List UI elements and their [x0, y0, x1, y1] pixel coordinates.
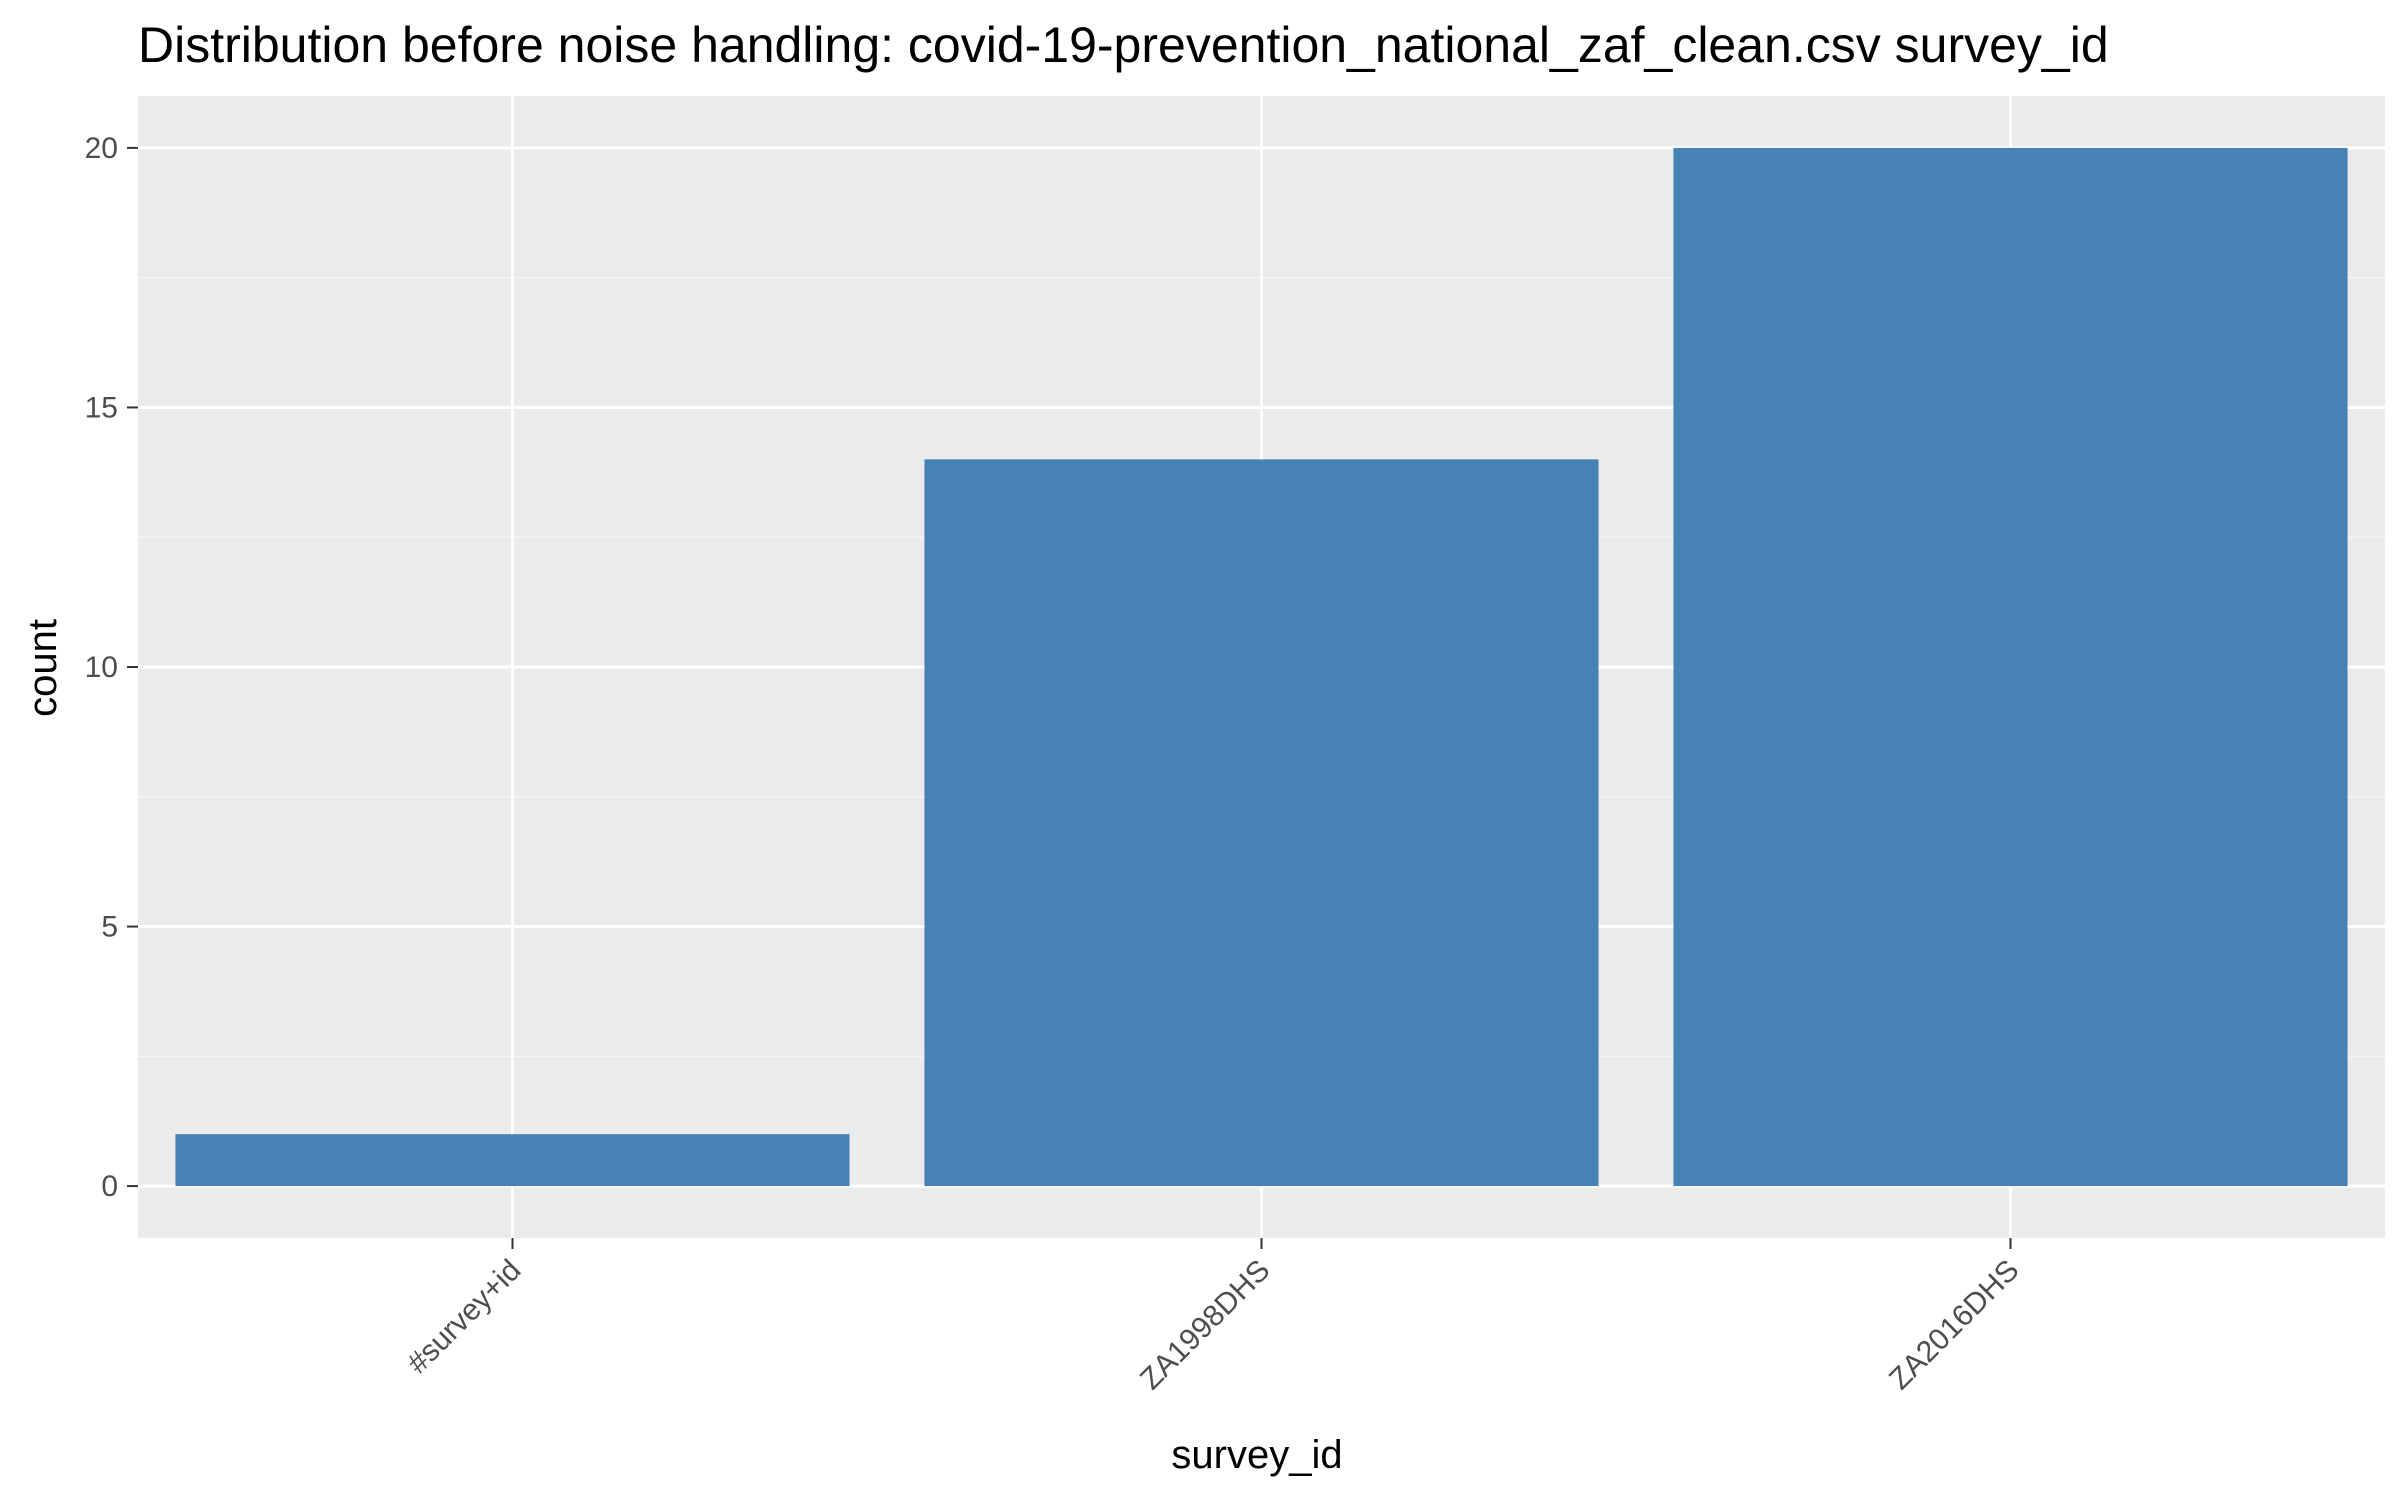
y-tick-label: 0 [101, 1170, 118, 1203]
y-tick-label: 10 [85, 651, 118, 684]
x-tick-label: #survey+id [401, 1254, 528, 1381]
y-axis: 0 5 10 15 20 [85, 132, 138, 1203]
y-tick-label: 5 [101, 911, 118, 944]
y-tick-label: 15 [85, 391, 118, 424]
bar-1 [175, 1134, 850, 1187]
x-axis-title: survey_id [1171, 1433, 1342, 1477]
y-tick-label: 20 [85, 132, 118, 165]
chart-title: Distribution before noise handling: covi… [138, 17, 2109, 73]
x-axis: #survey+id ZA1998DHS ZA2016DHS [401, 1238, 2025, 1396]
x-tick-label: ZA1998DHS [1134, 1254, 1276, 1396]
bar-2 [924, 459, 1599, 1187]
bars [175, 147, 2348, 1187]
x-tick-label: ZA2016DHS [1883, 1254, 2025, 1396]
y-axis-title: count [21, 619, 65, 717]
bar-3 [1673, 147, 2348, 1187]
